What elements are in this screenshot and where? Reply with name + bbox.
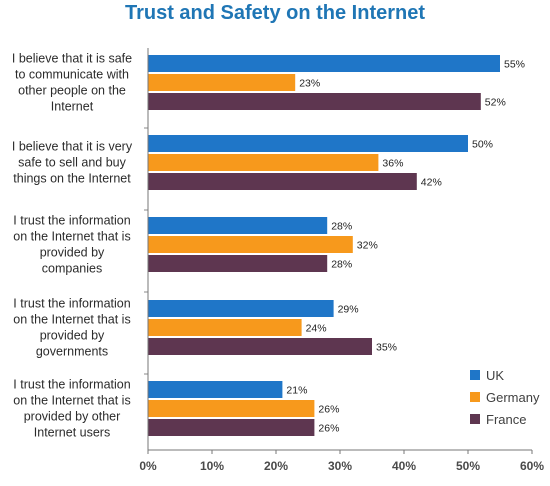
bar-uk (148, 135, 468, 152)
legend-swatch-uk (470, 370, 480, 380)
value-label: 50% (472, 139, 493, 151)
x-tick-label: 30% (328, 459, 352, 473)
bar-uk (148, 217, 328, 234)
legend-swatch-germany (470, 392, 480, 402)
legend-label-germany: Germany (486, 390, 540, 405)
bar-germany (148, 74, 296, 91)
category-label: I trust the information on the Internet t… (13, 214, 130, 276)
bar-germany (148, 319, 302, 336)
bar-germany (148, 154, 379, 171)
x-tick-label: 20% (264, 459, 288, 473)
bar-uk (148, 55, 500, 72)
category-label: I trust the information on the Internet t… (13, 378, 130, 440)
legend-label-uk: UK (486, 368, 504, 383)
value-label: 52% (485, 97, 506, 109)
legend-label-france: France (486, 412, 526, 427)
category-label: I believe that it is very safe to sell an… (12, 140, 133, 186)
value-label: 23% (299, 78, 320, 90)
x-tick-label: 50% (456, 459, 480, 473)
x-tick-label: 0% (139, 459, 157, 473)
value-label: 35% (376, 342, 397, 354)
value-label: 28% (331, 221, 352, 233)
value-label: 29% (338, 304, 359, 316)
bar-germany (148, 400, 315, 417)
bar-france (148, 93, 481, 110)
value-label: 55% (504, 59, 525, 71)
chart-title: Trust and Safety on the Internet (124, 2, 426, 24)
value-label: 36% (382, 158, 403, 170)
x-tick-label: 10% (200, 459, 224, 473)
bar-france (148, 419, 315, 436)
bar-france (148, 173, 417, 190)
bar-germany (148, 236, 353, 253)
value-label: 21% (286, 385, 307, 397)
value-label: 24% (306, 323, 327, 335)
value-label: 26% (318, 423, 339, 435)
legend-swatch-france (470, 414, 480, 424)
value-label: 26% (318, 404, 339, 416)
bar-uk (148, 300, 334, 317)
category-label: I believe that it is safe to communicate … (12, 52, 132, 114)
value-label: 32% (357, 240, 378, 252)
value-label: 42% (421, 177, 442, 189)
x-tick-label: 60% (520, 459, 544, 473)
category-label: I trust the information on the Internet t… (13, 297, 130, 359)
x-tick-label: 40% (392, 459, 416, 473)
bar-uk (148, 381, 283, 398)
bar-france (148, 338, 372, 355)
value-label: 28% (331, 259, 352, 271)
bar-france (148, 255, 328, 272)
